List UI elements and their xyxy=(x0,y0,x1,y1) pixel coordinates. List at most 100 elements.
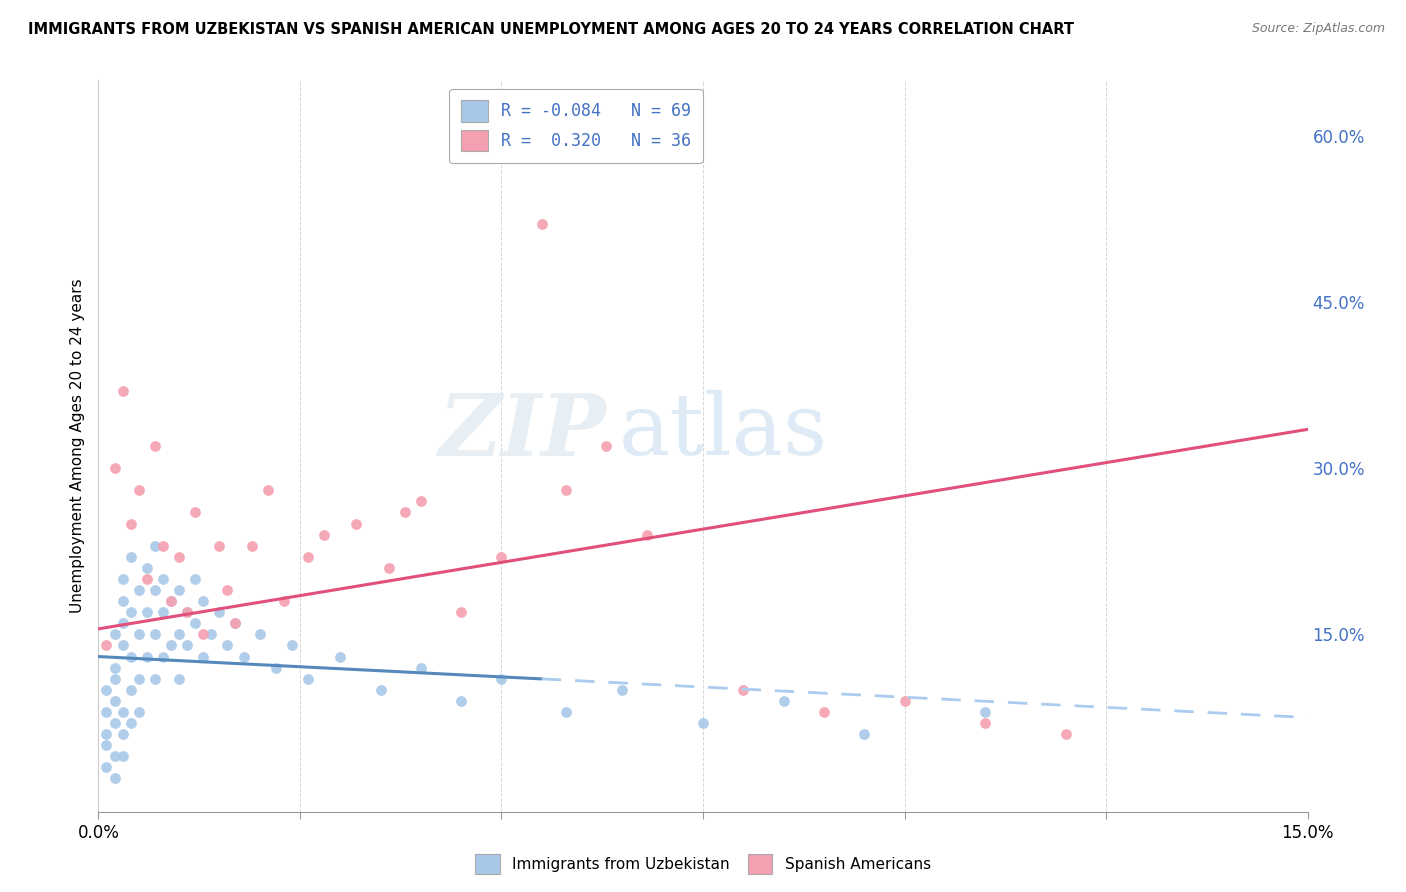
Point xyxy=(297,672,319,686)
Point xyxy=(111,705,134,719)
Point xyxy=(184,572,207,586)
Point xyxy=(297,549,319,564)
Point xyxy=(167,672,190,686)
Point xyxy=(143,672,166,686)
Point xyxy=(184,506,207,520)
Point xyxy=(120,716,142,731)
Point xyxy=(128,627,150,641)
Point xyxy=(224,616,246,631)
Point xyxy=(491,672,513,686)
Point xyxy=(160,639,183,653)
Point xyxy=(152,539,174,553)
Point xyxy=(176,605,198,619)
Point xyxy=(450,694,472,708)
Point xyxy=(273,594,295,608)
Point xyxy=(120,649,142,664)
Point xyxy=(111,616,134,631)
Point xyxy=(103,660,125,674)
Point xyxy=(394,506,416,520)
Point xyxy=(167,549,190,564)
Point xyxy=(120,682,142,697)
Point xyxy=(974,716,997,731)
Point xyxy=(530,218,553,232)
Point xyxy=(103,694,125,708)
Point xyxy=(103,461,125,475)
Point xyxy=(135,572,157,586)
Point xyxy=(256,483,278,498)
Point xyxy=(143,439,166,453)
Point xyxy=(128,705,150,719)
Point xyxy=(167,627,190,641)
Point xyxy=(636,527,658,541)
Point xyxy=(733,682,755,697)
Point xyxy=(152,649,174,664)
Point xyxy=(120,549,142,564)
Point xyxy=(160,594,183,608)
Point xyxy=(813,705,835,719)
Point xyxy=(208,539,231,553)
Point xyxy=(128,672,150,686)
Point xyxy=(128,583,150,598)
Point xyxy=(120,516,142,531)
Point xyxy=(249,627,271,641)
Point xyxy=(111,727,134,741)
Point xyxy=(184,616,207,631)
Point xyxy=(692,716,714,731)
Point xyxy=(329,649,352,664)
Point xyxy=(96,738,118,752)
Point xyxy=(1054,727,1077,741)
Point xyxy=(135,605,157,619)
Point xyxy=(264,660,287,674)
Point xyxy=(232,649,254,664)
Point xyxy=(240,539,263,553)
Point xyxy=(111,572,134,586)
Point xyxy=(217,639,239,653)
Text: IMMIGRANTS FROM UZBEKISTAN VS SPANISH AMERICAN UNEMPLOYMENT AMONG AGES 20 TO 24 : IMMIGRANTS FROM UZBEKISTAN VS SPANISH AM… xyxy=(28,22,1074,37)
Point xyxy=(853,727,876,741)
Point xyxy=(111,384,134,398)
Point xyxy=(208,605,231,619)
Y-axis label: Unemployment Among Ages 20 to 24 years: Unemployment Among Ages 20 to 24 years xyxy=(69,278,84,614)
Point xyxy=(217,583,239,598)
Point xyxy=(103,627,125,641)
Point xyxy=(96,727,118,741)
Text: Source: ZipAtlas.com: Source: ZipAtlas.com xyxy=(1251,22,1385,36)
Point xyxy=(135,561,157,575)
Point xyxy=(167,583,190,598)
Text: atlas: atlas xyxy=(619,390,828,473)
Point xyxy=(893,694,915,708)
Point xyxy=(96,705,118,719)
Point xyxy=(281,639,304,653)
Point xyxy=(377,561,399,575)
Point xyxy=(370,682,392,697)
Point xyxy=(595,439,617,453)
Point xyxy=(409,494,432,508)
Point xyxy=(96,760,118,774)
Point xyxy=(344,516,367,531)
Point xyxy=(612,682,634,697)
Point xyxy=(96,682,118,697)
Point xyxy=(314,527,336,541)
Point xyxy=(103,772,125,786)
Point xyxy=(103,672,125,686)
Point xyxy=(974,705,997,719)
Point xyxy=(772,694,794,708)
Point xyxy=(103,716,125,731)
Point xyxy=(555,705,578,719)
Point xyxy=(491,549,513,564)
Point xyxy=(176,605,198,619)
Point xyxy=(143,583,166,598)
Point xyxy=(160,594,183,608)
Point xyxy=(450,605,472,619)
Point xyxy=(193,649,215,664)
Text: ZIP: ZIP xyxy=(439,390,606,473)
Point xyxy=(128,483,150,498)
Point xyxy=(193,627,215,641)
Point xyxy=(193,594,215,608)
Point xyxy=(152,605,174,619)
Point xyxy=(135,649,157,664)
Point xyxy=(143,539,166,553)
Point xyxy=(409,660,432,674)
Point xyxy=(103,749,125,764)
Point xyxy=(555,483,578,498)
